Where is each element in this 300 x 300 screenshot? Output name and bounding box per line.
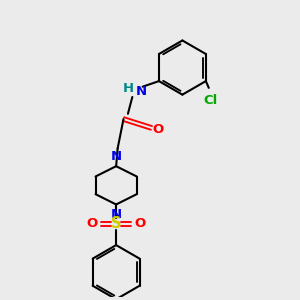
Text: H: H xyxy=(123,82,134,95)
Text: S: S xyxy=(111,216,122,231)
Text: O: O xyxy=(135,217,146,230)
Text: N: N xyxy=(111,208,122,221)
Text: N: N xyxy=(111,150,122,163)
Text: N: N xyxy=(135,85,146,98)
Text: Cl: Cl xyxy=(203,94,218,107)
Text: O: O xyxy=(86,217,98,230)
Text: O: O xyxy=(152,123,164,136)
